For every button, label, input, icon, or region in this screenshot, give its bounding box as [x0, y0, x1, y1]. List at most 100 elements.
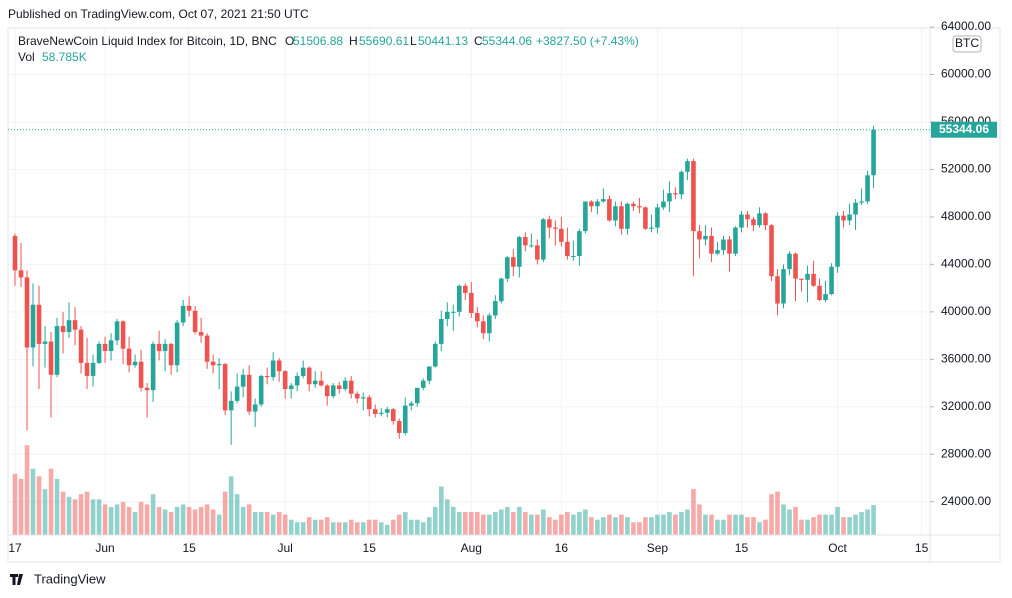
volume-bar [601, 517, 606, 535]
candle-body [120, 321, 126, 349]
volume-bar [823, 514, 828, 535]
candle-body [48, 341, 54, 375]
volume-bar [757, 522, 762, 535]
volume-bar [438, 486, 444, 535]
currency-label: BTC [955, 36, 979, 50]
volume-bar [384, 524, 390, 535]
candle-body [565, 241, 570, 257]
candle-body [577, 231, 582, 257]
volume-bar [240, 506, 246, 535]
candle-body [162, 343, 168, 352]
volume-bar [192, 509, 198, 535]
volume-bar [108, 506, 114, 535]
volume-bar [739, 514, 744, 535]
candle-body [511, 257, 516, 267]
candle-body [601, 199, 606, 202]
volume-bar [210, 509, 216, 535]
candle-body [679, 171, 684, 195]
volume-bar [781, 504, 786, 535]
volume-bar [144, 504, 150, 535]
x-tick-label: Sep [647, 541, 669, 555]
volume-bar [12, 473, 18, 535]
volume-bar [258, 512, 264, 535]
candle-body [384, 409, 390, 413]
candle-body [276, 360, 282, 372]
candle-body [739, 214, 744, 228]
y-tick-label: 40000.00 [941, 304, 991, 318]
volume-bar [126, 506, 132, 535]
candle-body [655, 207, 660, 228]
candle-body [54, 326, 60, 375]
ohlc-key: O [285, 34, 294, 48]
candle-body [96, 343, 102, 363]
x-tick-label: 15 [363, 541, 377, 555]
last-price-label: 55344.06 [939, 122, 989, 136]
volume-bar [288, 519, 294, 535]
volume-bar [763, 519, 768, 535]
volume-bar [180, 504, 186, 535]
volume-bar [703, 514, 708, 535]
volume-bar [60, 491, 66, 535]
candle-body [228, 400, 234, 411]
candle-body [631, 203, 636, 207]
candle-body [222, 364, 228, 411]
volume-bar [589, 517, 594, 535]
candle-body [180, 305, 186, 323]
volume-bar [631, 522, 636, 535]
candle-body [270, 360, 276, 378]
candle-body [156, 343, 162, 352]
volume-bar [649, 517, 654, 535]
candle-body [715, 250, 720, 254]
volume-bar [450, 506, 456, 535]
volume-bar [787, 509, 792, 535]
volume-bar [318, 519, 324, 535]
symbol-title: BraveNewCoin Liquid Index for Bitcoin, 1… [18, 34, 277, 48]
x-tick-label: Jul [278, 541, 293, 555]
volume-bar [336, 522, 342, 535]
candle-body [559, 228, 564, 242]
candle-body [210, 361, 216, 366]
candle-body [607, 199, 612, 221]
candle-body [438, 318, 444, 344]
candle-body [24, 277, 30, 348]
candle-body [408, 403, 414, 406]
volume-bar [463, 512, 468, 535]
candle-body [294, 375, 300, 386]
volume-bar [432, 506, 438, 535]
volume-bar [685, 509, 690, 535]
candle-body [144, 387, 150, 391]
candle-body [414, 387, 420, 404]
candle-body [691, 161, 696, 232]
candle-body [721, 239, 726, 251]
candle-body [571, 256, 576, 258]
volume-bar [637, 522, 642, 535]
volume-bar [294, 522, 300, 535]
candle-body [66, 320, 72, 333]
x-tick-label: Jun [95, 541, 114, 555]
volume-bar [426, 517, 432, 535]
volume-bar [396, 514, 402, 535]
volume-bar [721, 519, 726, 535]
volume-bar [444, 499, 450, 535]
volume-bar [420, 522, 426, 535]
candle-body [523, 237, 528, 246]
volume-bar [475, 512, 480, 535]
volume-bar [547, 517, 552, 535]
candle-body [535, 245, 540, 260]
volume-bar [541, 509, 546, 535]
volume-bar [871, 505, 876, 535]
candle-body [583, 201, 588, 232]
volume-bar [829, 514, 834, 535]
candle-body [192, 310, 198, 333]
volume-bar [715, 519, 720, 535]
volume-bar [66, 496, 72, 535]
volume-bar [817, 514, 822, 535]
ohlc-key: L [410, 34, 417, 48]
volume-bar [390, 519, 396, 535]
y-tick-label: 48000.00 [941, 209, 991, 223]
candle-body [318, 380, 324, 386]
candle-body [396, 421, 402, 433]
candle-body [847, 214, 852, 221]
x-tick-label: 15 [915, 541, 929, 555]
volume-bar [234, 494, 240, 535]
